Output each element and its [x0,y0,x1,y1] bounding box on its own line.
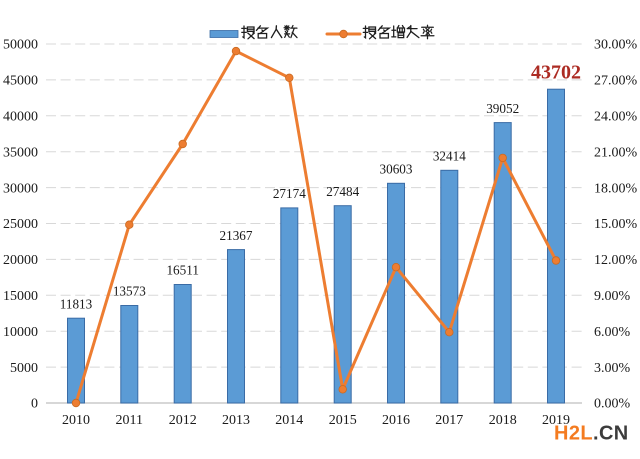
svg-text:43702: 43702 [531,62,581,84]
svg-text:40000: 40000 [3,110,38,125]
svg-text:50000: 50000 [3,38,38,53]
svg-text:21.00%: 21.00% [594,145,638,160]
svg-text:30603: 30603 [380,162,413,177]
svg-text:3.00%: 3.00% [594,361,631,376]
svg-text:27484: 27484 [326,184,359,199]
svg-text:27.00%: 27.00% [594,74,638,89]
svg-text:35000: 35000 [3,145,38,160]
svg-text:39052: 39052 [486,101,519,116]
svg-text:45000: 45000 [3,74,38,89]
svg-text:9.00%: 9.00% [594,289,631,304]
svg-text:2013: 2013 [222,413,250,428]
svg-text:15000: 15000 [3,289,38,304]
svg-text:0: 0 [31,397,38,412]
svg-text:32414: 32414 [433,149,466,164]
svg-text:2010: 2010 [62,413,90,428]
svg-text:10000: 10000 [3,325,38,340]
svg-text:2014: 2014 [275,413,303,428]
svg-text:25000: 25000 [3,217,38,232]
svg-text:13573: 13573 [113,284,146,299]
svg-text:2018: 2018 [489,413,517,428]
svg-text:24.00%: 24.00% [594,110,638,125]
svg-text:21367: 21367 [220,228,253,243]
svg-text:20000: 20000 [3,253,38,268]
svg-text:2012: 2012 [169,413,197,428]
svg-text:30000: 30000 [3,181,38,196]
svg-text:30.00%: 30.00% [594,38,638,53]
svg-text:6.00%: 6.00% [594,325,631,340]
svg-text:2017: 2017 [435,413,463,428]
svg-text:11813: 11813 [60,296,93,311]
svg-text:2016: 2016 [382,413,410,428]
svg-text:5000: 5000 [10,361,38,376]
svg-text:2015: 2015 [329,413,357,428]
svg-text:18.00%: 18.00% [594,181,638,196]
svg-text:15.00%: 15.00% [594,217,638,232]
svg-text:27174: 27174 [273,186,306,201]
svg-text:2011: 2011 [116,413,143,428]
svg-text:0.00%: 0.00% [594,397,631,412]
svg-text:2019: 2019 [542,413,570,428]
svg-text:16511: 16511 [166,263,198,278]
svg-text:12.00%: 12.00% [594,253,638,268]
svg-text:H2L.CN: H2L.CN [554,423,629,445]
